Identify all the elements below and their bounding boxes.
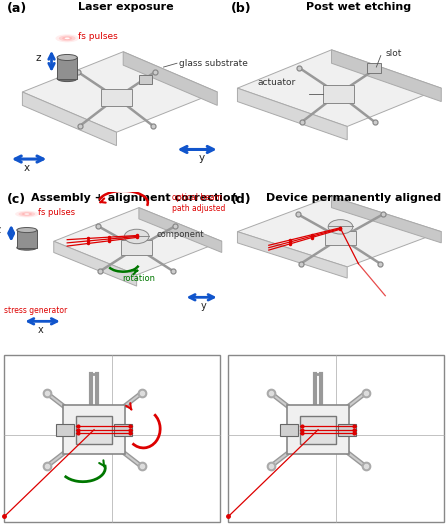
- Ellipse shape: [15, 211, 39, 217]
- Text: actuator: actuator: [258, 78, 296, 87]
- Ellipse shape: [56, 34, 79, 43]
- Bar: [101, 89, 132, 107]
- Ellipse shape: [62, 37, 72, 40]
- Polygon shape: [237, 196, 441, 267]
- Ellipse shape: [22, 213, 32, 215]
- Text: y: y: [198, 153, 205, 163]
- Bar: [338, 424, 356, 436]
- Ellipse shape: [57, 76, 77, 81]
- Text: slot: slot: [385, 49, 402, 58]
- Ellipse shape: [59, 36, 76, 41]
- Bar: [300, 416, 336, 444]
- Ellipse shape: [18, 212, 35, 216]
- Polygon shape: [237, 232, 347, 278]
- Text: (a): (a): [7, 2, 27, 15]
- Ellipse shape: [125, 229, 149, 244]
- Text: Device permanently aligned: Device permanently aligned: [267, 193, 441, 203]
- Bar: [56, 424, 74, 436]
- Polygon shape: [237, 88, 347, 140]
- Text: component: component: [157, 230, 204, 239]
- Text: fs pulses: fs pulses: [78, 32, 118, 41]
- Text: x: x: [38, 324, 43, 334]
- Text: rotation: rotation: [122, 274, 155, 282]
- Polygon shape: [22, 52, 217, 132]
- Text: (b): (b): [231, 2, 251, 15]
- Bar: [17, 230, 37, 248]
- Polygon shape: [139, 207, 222, 253]
- Bar: [57, 58, 77, 79]
- Bar: [76, 416, 112, 444]
- Text: z: z: [35, 54, 41, 64]
- Polygon shape: [54, 207, 222, 275]
- Text: optical beam
path adjusted: optical beam path adjusted: [172, 193, 226, 213]
- Polygon shape: [332, 50, 441, 101]
- Polygon shape: [123, 52, 217, 106]
- Text: fs pulses: fs pulses: [38, 208, 75, 217]
- Bar: [114, 424, 132, 436]
- Text: Laser exposure: Laser exposure: [78, 2, 173, 12]
- Ellipse shape: [24, 213, 30, 215]
- Text: x: x: [24, 163, 30, 173]
- Ellipse shape: [328, 219, 353, 234]
- Bar: [121, 240, 152, 255]
- Polygon shape: [237, 50, 441, 127]
- Bar: [367, 63, 381, 73]
- Bar: [325, 231, 356, 245]
- Polygon shape: [22, 92, 116, 145]
- Polygon shape: [54, 242, 137, 286]
- Bar: [287, 405, 349, 454]
- Text: Assembly + alignment correction: Assembly + alignment correction: [31, 193, 238, 203]
- Bar: [139, 75, 152, 85]
- Text: (c): (c): [7, 193, 26, 206]
- Text: stress generator: stress generator: [4, 306, 68, 314]
- Bar: [280, 424, 298, 436]
- Bar: [63, 405, 125, 454]
- Text: (d): (d): [231, 193, 251, 206]
- Text: glass substrate: glass substrate: [179, 59, 248, 68]
- Ellipse shape: [57, 55, 77, 60]
- Polygon shape: [332, 196, 441, 243]
- Ellipse shape: [17, 245, 37, 250]
- Ellipse shape: [17, 227, 37, 233]
- Bar: [323, 85, 354, 102]
- Text: y: y: [201, 300, 207, 310]
- Text: Post wet etching: Post wet etching: [306, 2, 411, 12]
- Ellipse shape: [65, 37, 70, 39]
